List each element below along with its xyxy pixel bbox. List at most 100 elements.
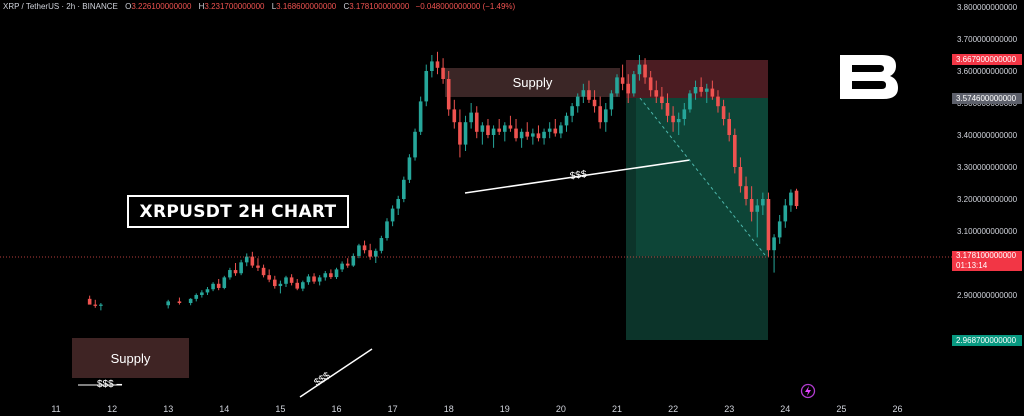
supply-zone-top: [445, 68, 620, 97]
entry-price-tag: 3.574600000000: [952, 93, 1022, 104]
candle-body: [789, 192, 793, 206]
x-tick-label: 12: [107, 404, 117, 414]
candle-body: [491, 128, 496, 135]
candle: [256, 258, 260, 271]
candle: [306, 274, 311, 285]
candle: [514, 119, 518, 142]
candle: [727, 112, 731, 142]
candle: [93, 299, 98, 308]
candle-body: [458, 122, 462, 145]
candle-body: [278, 283, 283, 287]
candle-body: [390, 208, 395, 222]
candle-body: [474, 112, 479, 132]
candle-body: [542, 131, 546, 139]
supply-zone-left: [72, 338, 189, 378]
candle: [402, 176, 406, 203]
close-label: C: [343, 2, 350, 11]
candle: [637, 55, 642, 81]
candle: [413, 128, 417, 161]
candle-body: [402, 179, 406, 199]
candle-body: [267, 275, 271, 280]
candle-body: [615, 77, 619, 94]
candle: [458, 109, 462, 158]
candle: [733, 128, 737, 174]
candle: [430, 55, 434, 78]
candle-body: [441, 67, 445, 79]
candle-body: [738, 167, 743, 187]
candle: [525, 122, 530, 140]
symbol-header: XRP / TetherUS · 2h · BINANCE O3.2261000…: [3, 2, 515, 11]
lines-layer: [0, 97, 952, 398]
candles-layer: [87, 51, 799, 311]
candle: [317, 275, 322, 286]
x-tick-label: 19: [500, 404, 510, 414]
candle-body: [660, 96, 664, 103]
open-value: 3.226100000000: [131, 2, 192, 11]
candle: [570, 103, 574, 123]
candle-body: [244, 256, 249, 263]
candle: [632, 71, 636, 97]
candle-body: [239, 262, 243, 274]
candle: [620, 64, 625, 91]
x-tick-label: 25: [836, 404, 846, 414]
x-tick-label: 15: [275, 404, 285, 414]
open-label: O: [125, 2, 132, 11]
candle: [166, 299, 170, 309]
candle: [368, 243, 372, 260]
candle: [547, 122, 552, 139]
candle-body: [446, 79, 451, 110]
candle-body: [357, 245, 361, 256]
candle: [340, 261, 344, 272]
lightning-icon[interactable]: [800, 383, 816, 399]
change-value: −0.048000000000 (−1.49%): [415, 2, 516, 11]
candle: [772, 234, 776, 273]
candle-body: [721, 106, 726, 119]
stop-price-tag: 3.667900000000: [952, 54, 1022, 65]
candle: [228, 267, 232, 280]
candle-body: [761, 199, 765, 206]
candle-body: [334, 269, 339, 278]
candle-body: [379, 238, 384, 251]
candle-body: [418, 101, 423, 132]
candle-body: [643, 64, 647, 78]
candle: [469, 103, 473, 129]
x-tick-label: 26: [892, 404, 902, 414]
candle-body: [177, 301, 182, 303]
candle: [323, 271, 328, 281]
profit-zone-highlight: [636, 98, 768, 256]
candle-body: [345, 263, 350, 266]
candle: [508, 115, 513, 132]
candle: [435, 51, 440, 75]
candle-body: [682, 109, 687, 119]
candle: [542, 128, 546, 145]
candle-body: [727, 119, 731, 135]
candle-body: [648, 77, 653, 91]
candle: [424, 64, 429, 107]
candle: [211, 282, 215, 292]
candle-body: [222, 277, 227, 288]
candle-body: [783, 205, 788, 222]
candle-body: [581, 90, 586, 97]
candle-body: [323, 273, 328, 278]
candle: [301, 280, 305, 292]
candle-body: [733, 135, 737, 167]
candle-body: [289, 277, 294, 283]
candle: [777, 215, 782, 244]
candle-body: [272, 279, 277, 287]
close-value: 3.178100000000: [349, 2, 410, 11]
liquidity-label-left: $$$ –: [97, 379, 123, 390]
candle: [693, 80, 698, 100]
candle-body: [514, 128, 518, 139]
candle-body: [188, 298, 193, 303]
candle: [671, 106, 675, 132]
candle: [233, 263, 238, 276]
candle-body: [284, 277, 288, 284]
candle: [334, 267, 339, 279]
chart-title: XRPUSDT 2H CHART: [127, 195, 349, 228]
candle: [755, 199, 760, 238]
candle-body: [766, 199, 771, 251]
candle: [362, 240, 367, 254]
candle-body: [295, 282, 300, 289]
candle: [222, 275, 227, 290]
